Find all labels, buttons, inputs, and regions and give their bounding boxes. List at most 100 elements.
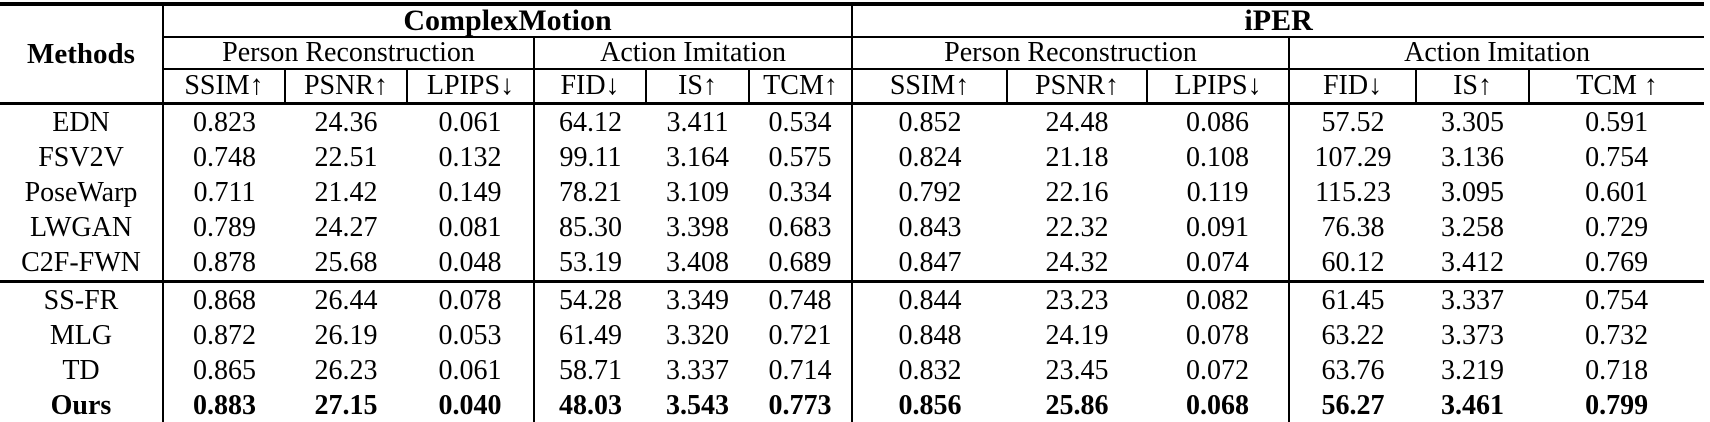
dataset-header-complexmotion: ComplexMotion (163, 4, 854, 38)
value-cell: 0.748 (193, 141, 256, 173)
value-cell: 26.19 (314, 319, 378, 351)
value-cell: 78.21 (559, 176, 622, 208)
value-cell: 0.534 (749, 103, 854, 140)
value-cell: 0.683 (749, 210, 854, 245)
value-cell: 0.823 (193, 106, 256, 138)
value-cell: 0.082 (1147, 280, 1291, 318)
value-cell: 25.68 (314, 246, 378, 278)
value-cell: 0.754 (1529, 280, 1705, 318)
method-cell: C2F-FWN (0, 245, 164, 282)
value-cell: 0.848 (898, 319, 962, 351)
value-cell: 3.398 (666, 211, 729, 243)
value-cell: 0.856 (898, 389, 962, 421)
value-cell: 3.411 (666, 106, 729, 138)
value-cell: 0.061 (407, 103, 535, 140)
metric-header-cm-tcm: TCM↑ (749, 69, 854, 105)
value-cell: 0.824 (898, 141, 962, 173)
value-cell: 25.86 (1045, 389, 1109, 421)
method-cell: SS-FR (0, 280, 164, 318)
value-cell: 0.149 (407, 175, 535, 210)
header-row-datasets: Methods ComplexMotion iPER (0, 4, 1705, 105)
value-cell: 0.119 (1147, 175, 1291, 210)
value-cell: 21.42 (314, 176, 378, 208)
group-header-iper-person-reconstruction: Person Reconstruction (852, 37, 1291, 70)
value-cell: 0.748 (749, 280, 854, 318)
value-cell: 23.45 (1045, 354, 1109, 386)
value-cell: 0.048 (407, 245, 535, 282)
table-row: MLG 0.872 26.19 0.053 61.49 3.320 0.721 0.848 24… (0, 318, 1704, 353)
value-cell: 3.461 (1441, 389, 1505, 421)
methods-column-header: Methods (0, 4, 164, 105)
value-cell: 3.412 (1441, 246, 1505, 278)
value-cell: 22.32 (1045, 211, 1109, 243)
table-row: LWGAN 0.789 24.27 0.081 85.30 3.398 0.683 0.843… (0, 210, 1704, 245)
value-cell: 0.091 (1147, 210, 1291, 245)
method-cell: PoseWarp (0, 175, 164, 210)
header-row-groups: Person Reconstruction Action Imitation P… (0, 37, 1705, 70)
metric-header-iper-fid: FID↓ (1289, 69, 1418, 105)
value-cell: 85.30 (559, 211, 622, 243)
value-cell: 0.789 (193, 211, 256, 243)
value-cell: 0.132 (407, 140, 535, 175)
value-cell: 0.844 (852, 280, 1008, 318)
value-cell: 53.19 (559, 246, 622, 278)
value-cell: 0.078 (1147, 318, 1291, 353)
value-cell: 76.38 (1321, 211, 1385, 243)
metric-header-iper-lpips: LPIPS↓ (1147, 69, 1291, 105)
dataset-header-iper: iPER (852, 4, 1705, 38)
value-cell: 0.078 (407, 280, 535, 318)
table-row: TD 0.865 26.23 0.061 58.71 3.337 0.714 0.832 23.… (0, 353, 1704, 388)
value-cell: 60.12 (1321, 246, 1385, 278)
value-cell: 0.591 (1585, 106, 1649, 138)
value-cell: 64.12 (559, 106, 622, 138)
value-cell: 115.23 (1315, 176, 1392, 208)
value-cell: 0.718 (1585, 354, 1649, 386)
value-cell: 0.729 (1585, 211, 1649, 243)
value-cell: 24.19 (1045, 319, 1109, 351)
value-cell: 24.36 (314, 106, 378, 138)
value-cell: 3.320 (666, 319, 729, 351)
value-cell: 58.71 (559, 354, 622, 386)
table-row: Ours 0.883 27.15 0.040 48.03 3.543 0.773 0.856 2… (0, 388, 1704, 422)
method-cell: TD (0, 353, 164, 388)
value-cell: 23.23 (1007, 280, 1148, 318)
value-cell: 3.219 (1441, 354, 1505, 386)
value-cell: 0.868 (163, 280, 285, 318)
value-cell: 0.575 (749, 140, 854, 175)
value-cell: 24.32 (1045, 246, 1109, 278)
metric-header-cm-ssim: SSIM↑ (163, 69, 286, 105)
metric-header-iper-psnr: PSNR↑ (1007, 69, 1149, 105)
group-header-cm-action-imitation: Action Imitation (534, 37, 854, 70)
value-cell: 61.45 (1289, 280, 1417, 318)
metric-header-iper-ssim: SSIM↑ (852, 69, 1009, 105)
table-row: SS-FR 0.868 26.44 0.078 54.28 3.349 0.748 0.844… (0, 280, 1705, 318)
value-cell: 0.847 (898, 246, 962, 278)
value-cell: 0.108 (1147, 140, 1291, 175)
value-cell: 0.799 (1585, 389, 1649, 421)
value-cell: 3.095 (1441, 176, 1505, 208)
value-cell: 3.164 (666, 141, 729, 173)
value-cell: 54.28 (534, 280, 646, 318)
value-cell: 21.18 (1045, 141, 1109, 173)
value-cell: 3.373 (1441, 319, 1505, 351)
method-cell: Ours (0, 388, 164, 422)
table-row: EDN 0.823 24.36 0.061 64.12 3.411 0.534 0.852 24… (0, 103, 1704, 140)
metric-header-cm-psnr: PSNR↑ (285, 69, 408, 105)
value-cell: 24.27 (314, 211, 378, 243)
table-row: FSV2V 0.748 22.51 0.132 99.11 3.164 0.575 0.824… (0, 140, 1704, 175)
value-cell: 24.48 (1045, 106, 1109, 138)
metric-header-cm-is: IS↑ (646, 69, 750, 105)
value-cell: 26.44 (285, 280, 407, 318)
method-cell: LWGAN (0, 210, 164, 245)
value-cell: 22.16 (1045, 176, 1109, 208)
value-cell: 61.49 (559, 319, 622, 351)
value-cell: 0.872 (193, 319, 256, 351)
value-cell: 57.52 (1321, 106, 1385, 138)
value-cell: 56.27 (1321, 389, 1385, 421)
value-cell: 63.22 (1321, 319, 1385, 351)
value-cell: 0.053 (407, 318, 535, 353)
value-cell: 0.843 (898, 211, 962, 243)
table-row: C2F-FWN 0.878 25.68 0.048 53.19 3.408 0.689 0.8… (0, 245, 1704, 282)
